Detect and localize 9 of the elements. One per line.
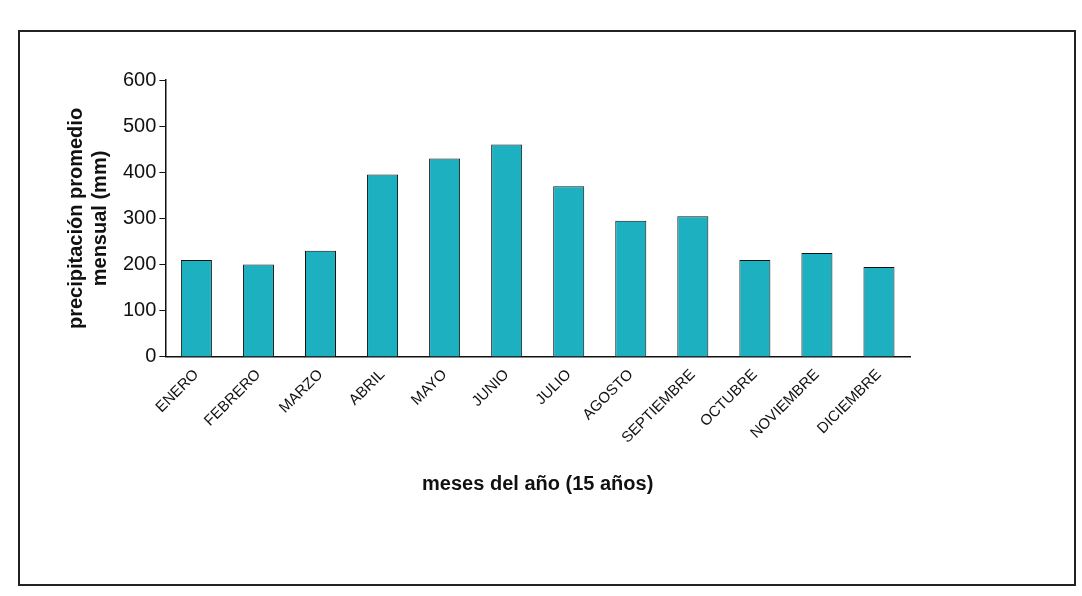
y-tick-label: 600 bbox=[122, 67, 157, 90]
y-tick-label: 500 bbox=[122, 113, 157, 136]
y-tick-label: 100 bbox=[122, 298, 157, 321]
y-tick-label: 200 bbox=[122, 252, 157, 275]
x-axis-title: meses del año (15 años) bbox=[422, 471, 654, 494]
y-tick-label: 0 bbox=[145, 344, 157, 367]
y-axis-title: precipitación promedio mensual (mm) bbox=[63, 107, 110, 330]
y-tick-label: 400 bbox=[122, 159, 157, 182]
y-tick-label: 300 bbox=[122, 205, 157, 228]
